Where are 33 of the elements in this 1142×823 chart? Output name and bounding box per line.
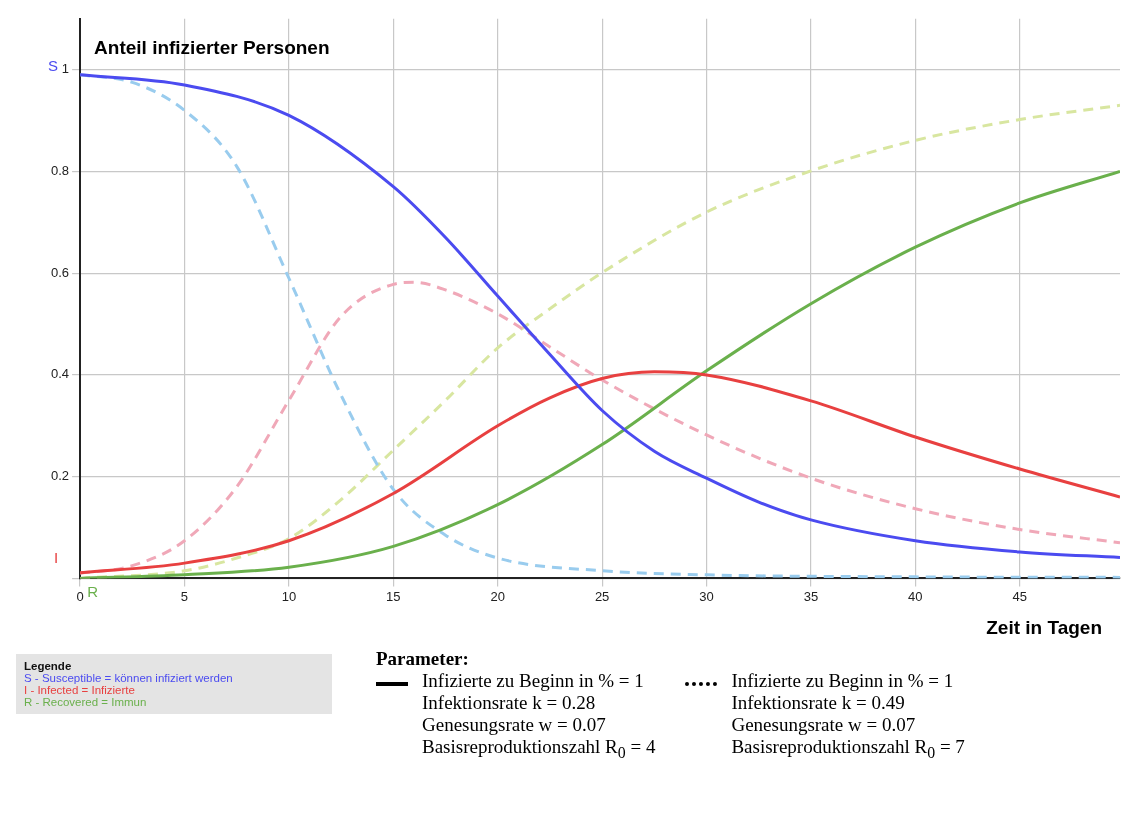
text: Infektionsrate k = 0.49 — [731, 692, 906, 714]
text: S - Susceptible = können infiziert werden — [24, 672, 234, 684]
text: Genesungsrate w = 0.07 — [422, 714, 607, 736]
y-tick-label: 0.2 — [50, 468, 70, 484]
text: I — [53, 548, 59, 566]
y-tick-label: 1 — [61, 61, 70, 77]
y-tick-label: 0.8 — [50, 163, 70, 178]
text: Genesungsrate w = 0.07 — [731, 714, 917, 736]
x-tick-label: 10 — [281, 588, 297, 604]
text: R — [87, 582, 99, 600]
x-tick-label: 30 — [699, 588, 714, 604]
text: S — [48, 56, 59, 74]
x-tick-label: 25 — [594, 588, 610, 604]
text: Parameter: — [376, 648, 470, 670]
legend-title: Legende — [24, 660, 73, 672]
x-tick-label: 5 — [180, 588, 189, 604]
x-tick-label: 40 — [908, 588, 923, 604]
text: Basisreproduktionszahl R$_{0}$ = 7 — [731, 736, 965, 763]
x-tick-label: 45 — [1012, 588, 1027, 604]
text: Infizierte zu Beginn in % = 1 — [422, 670, 645, 692]
text: Infizierte zu Beginn in % = 1 — [731, 670, 955, 692]
text: I - Infected = Infizierte — [24, 684, 136, 696]
x-tick-label: 0 — [76, 588, 84, 604]
y-axis-title: Anteil infizierter Personen — [94, 37, 330, 59]
text: Basisreproduktionszahl R$_{0}$ = 4 — [422, 736, 656, 763]
x-tick-label: 15 — [386, 588, 401, 604]
x-tick-label: 20 — [490, 588, 505, 604]
y-tick-label: 0.4 — [50, 366, 70, 382]
x-tick-label: 35 — [803, 588, 819, 604]
x-axis-title: Zeit in Tagen — [986, 616, 1102, 638]
y-tick-label: 0.6 — [50, 264, 70, 280]
text: R - Recovered = Immun — [24, 696, 148, 708]
text: Infektionsrate k = 0.28 — [422, 692, 597, 714]
